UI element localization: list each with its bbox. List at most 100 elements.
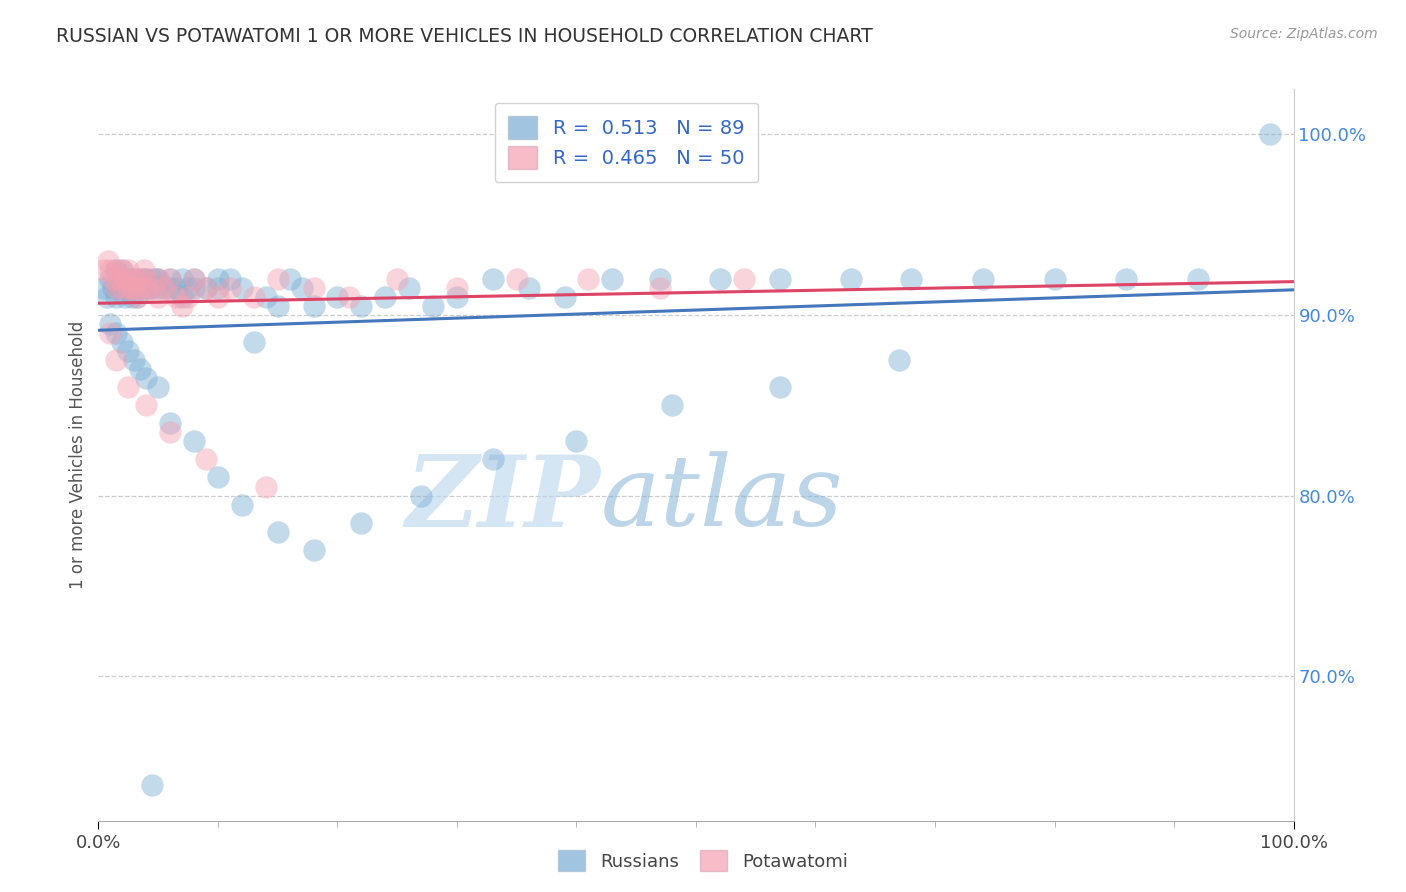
Point — [385, 272, 409, 286]
Point — [177, 281, 200, 295]
Point — [172, 272, 194, 286]
Point — [159, 272, 181, 286]
Point — [141, 778, 163, 792]
Point — [124, 272, 146, 286]
Point — [482, 272, 505, 286]
Point — [145, 272, 167, 286]
Point — [602, 272, 624, 286]
Point — [141, 281, 163, 295]
Point — [446, 281, 468, 295]
Point — [121, 281, 143, 295]
Point — [148, 272, 170, 286]
Point — [96, 290, 118, 304]
Point — [446, 290, 468, 304]
Point — [291, 281, 314, 295]
Point — [709, 272, 731, 286]
Point — [138, 281, 160, 295]
Point — [108, 272, 131, 286]
Point — [302, 281, 325, 295]
Point — [267, 272, 290, 286]
Point — [148, 281, 170, 295]
Point — [398, 281, 420, 295]
Point — [117, 262, 139, 277]
Point — [98, 326, 122, 340]
Point — [482, 452, 505, 467]
Point — [650, 272, 672, 286]
Point — [105, 326, 128, 340]
Point — [135, 371, 157, 385]
Point — [900, 272, 922, 286]
Point — [172, 290, 194, 304]
Point — [124, 281, 146, 295]
Point — [177, 290, 200, 304]
Point — [135, 398, 157, 412]
Point — [231, 498, 253, 512]
Point — [661, 398, 683, 412]
Point — [972, 272, 994, 286]
Point — [1258, 128, 1281, 142]
Point — [1043, 272, 1066, 286]
Point — [111, 262, 134, 277]
Point — [219, 281, 242, 295]
Point — [159, 272, 181, 286]
Point — [422, 299, 444, 313]
Y-axis label: 1 or more Vehicles in Household: 1 or more Vehicles in Household — [69, 321, 87, 589]
Point — [111, 334, 134, 349]
Point — [98, 262, 122, 277]
Point — [243, 334, 266, 349]
Point — [125, 290, 148, 304]
Point — [769, 272, 792, 286]
Point — [105, 281, 128, 295]
Point — [93, 281, 115, 295]
Point — [183, 272, 205, 286]
Point — [302, 542, 325, 557]
Point — [554, 290, 576, 304]
Point — [129, 281, 152, 295]
Point — [124, 272, 146, 286]
Point — [111, 281, 134, 295]
Point — [132, 262, 155, 277]
Point — [1115, 272, 1137, 286]
Point — [129, 272, 152, 286]
Point — [105, 353, 128, 368]
Legend: R =  0.513   N = 89, R =  0.465   N = 50: R = 0.513 N = 89, R = 0.465 N = 50 — [495, 103, 758, 183]
Point — [114, 290, 136, 304]
Point — [374, 290, 396, 304]
Point — [135, 272, 157, 286]
Point — [101, 281, 124, 295]
Point — [207, 272, 229, 286]
Point — [517, 281, 540, 295]
Point — [117, 272, 139, 286]
Point — [254, 290, 277, 304]
Point — [141, 281, 163, 295]
Point — [506, 272, 529, 286]
Point — [97, 253, 120, 268]
Point — [231, 281, 253, 295]
Point — [769, 380, 792, 394]
Point — [148, 380, 170, 394]
Point — [267, 299, 290, 313]
Point — [411, 489, 433, 503]
Point — [207, 290, 229, 304]
Point — [105, 290, 128, 304]
Point — [159, 425, 181, 440]
Point — [207, 281, 229, 295]
Point — [650, 281, 672, 295]
Point — [578, 272, 600, 286]
Point — [105, 262, 128, 277]
Point — [98, 317, 122, 331]
Point — [117, 281, 139, 295]
Point — [339, 290, 361, 304]
Point — [135, 272, 157, 286]
Point — [302, 299, 325, 313]
Text: Source: ZipAtlas.com: Source: ZipAtlas.com — [1230, 27, 1378, 41]
Text: RUSSIAN VS POTAWATOMI 1 OR MORE VEHICLES IN HOUSEHOLD CORRELATION CHART: RUSSIAN VS POTAWATOMI 1 OR MORE VEHICLES… — [56, 27, 873, 45]
Point — [124, 281, 146, 295]
Point — [159, 417, 181, 431]
Point — [148, 272, 170, 286]
Point — [159, 281, 181, 295]
Point — [326, 290, 349, 304]
Point — [125, 290, 148, 304]
Point — [148, 290, 170, 304]
Point — [111, 281, 134, 295]
